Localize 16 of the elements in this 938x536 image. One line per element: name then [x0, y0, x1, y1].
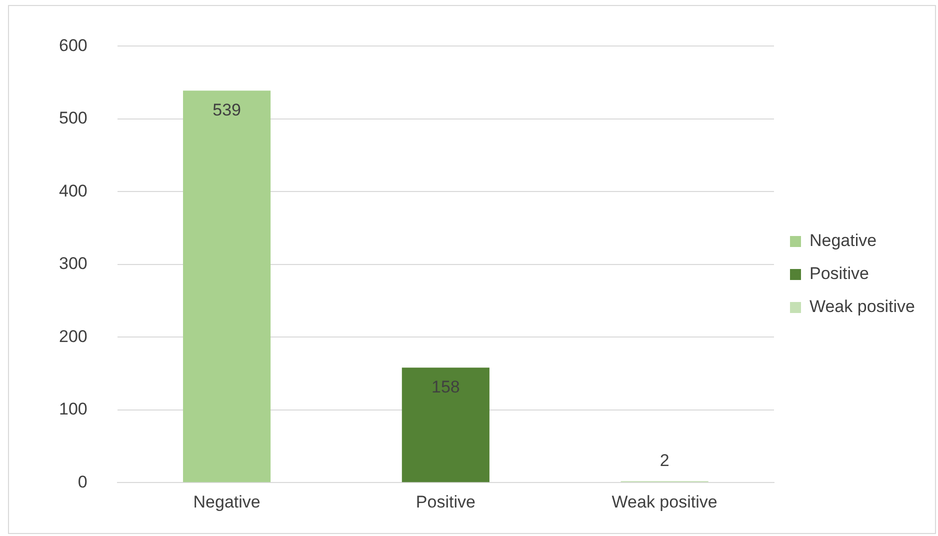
y-tick-label: 300	[58, 254, 88, 274]
y-tick-label: 0	[78, 472, 88, 492]
y-tick-label: 200	[58, 326, 88, 346]
x-tick-label: Weak positive	[612, 492, 718, 512]
y-tick-label: 600	[58, 36, 88, 55]
y-tick-label: 400	[58, 181, 88, 200]
data-label: 539	[212, 100, 241, 120]
legend-label: Weak positive	[809, 297, 916, 316]
legend-label: Negative	[809, 231, 877, 250]
x-tick-label: Negative	[193, 492, 260, 512]
data-label: 2	[660, 450, 670, 470]
data-label: 158	[431, 377, 460, 396]
legend-label: Positive	[809, 264, 870, 284]
y-tick-label: 100	[58, 400, 88, 419]
x-tick-label: Positive	[416, 492, 476, 512]
y-tick-label: 500	[58, 108, 88, 128]
